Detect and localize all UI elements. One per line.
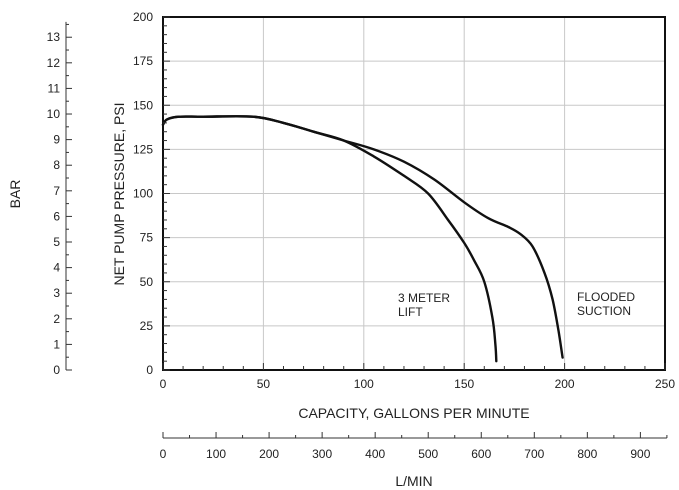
bar-tick-label: 0	[53, 363, 60, 377]
bar-tick-label: 10	[47, 107, 61, 121]
bar-tick-label: 5	[53, 235, 60, 249]
series-2-annotation: FLOODED SUCTION	[577, 290, 638, 318]
bar-tick-label: 1	[53, 337, 60, 351]
bar-tick-label: 3	[53, 286, 60, 300]
bar-tick-label: 2	[53, 312, 60, 326]
bar-tick-label: 7	[53, 184, 60, 198]
y-tick-label: 175	[133, 54, 153, 68]
bar-tick-label: 13	[47, 30, 61, 44]
y-axis-title: NET PUMP PRESSURE, PSI	[111, 102, 127, 285]
secondary-x-axis-title: L/MIN	[395, 473, 432, 489]
bar-tick-label: 8	[53, 158, 60, 172]
series-1-annotation: 3 METER LIFT	[398, 291, 453, 319]
series-1-annotation-line-1: 3 METER	[398, 291, 450, 305]
lmin-tick-label: 300	[312, 447, 332, 461]
curves	[161, 115, 564, 363]
y-tick-label: 125	[133, 142, 153, 156]
lmin-tick-label: 100	[206, 447, 226, 461]
y-tick-label: 0	[146, 363, 153, 377]
x-tick-label: 150	[454, 377, 474, 391]
lmin-tick-label: 800	[577, 447, 597, 461]
y-tick-label: 75	[140, 231, 154, 245]
lmin-tick-label: 0	[160, 447, 167, 461]
x-axis-title: CAPACITY, GALLONS PER MINUTE	[298, 405, 529, 421]
bar-tick-label: 12	[47, 56, 61, 70]
y-tick-label: 200	[133, 10, 153, 24]
y-tick-label: 50	[140, 275, 154, 289]
y-tick-label: 25	[140, 319, 154, 333]
y-tick-label: 100	[133, 187, 153, 201]
lmin-tick-label: 700	[524, 447, 544, 461]
series-2-line	[161, 115, 564, 359]
secondary-y-axis-title: BAR	[7, 180, 23, 209]
axes: 0 50 100 150 200 2500255075100125150175200012…	[47, 10, 676, 461]
y-tick-label: 150	[133, 98, 153, 112]
bar-tick-label: 11	[48, 81, 61, 95]
series-2-annotation-line-2: SUCTION	[577, 304, 631, 318]
x-tick-label: 0	[160, 377, 167, 391]
series-2-annotation-line-1: FLOODED	[577, 290, 635, 304]
series-1-annotation-line-2: LIFT	[398, 305, 423, 319]
series-1-line	[161, 115, 498, 363]
x-tick-label: 50	[257, 377, 271, 391]
lmin-tick-label: 400	[365, 447, 385, 461]
x-tick-label: 200	[555, 377, 575, 391]
lmin-tick-label: 200	[259, 447, 279, 461]
bar-tick-label: 6	[53, 209, 60, 223]
bar-tick-label: 9	[53, 133, 60, 147]
x-tick-label: 250	[655, 377, 675, 391]
x-tick-label: 100	[354, 377, 374, 391]
lmin-tick-label: 500	[418, 447, 438, 461]
grid	[163, 17, 665, 370]
lmin-tick-label: 900	[630, 447, 650, 461]
bar-tick-label: 4	[53, 261, 60, 275]
lmin-tick-label: 600	[471, 447, 491, 461]
